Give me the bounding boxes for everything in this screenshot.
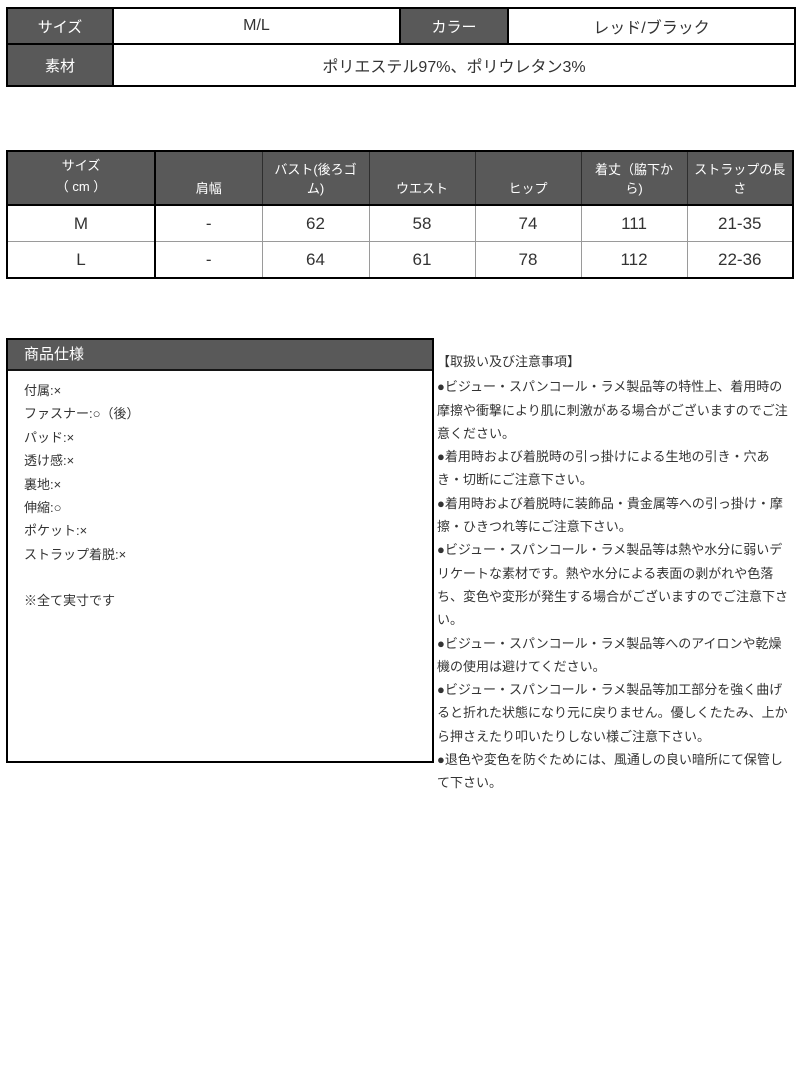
care-notes: 【取扱い及び注意事項】 ●ビジュー・スパンコール・ラメ製品等の特性上、着用時の摩… xyxy=(437,350,794,795)
cell-m-strap: 21-35 xyxy=(686,204,794,242)
table-row-size-l: L - 64 61 78 112 22-36 xyxy=(6,241,794,279)
care-note-item: ●ビジュー・スパンコール・ラメ製品等へのアイロンや乾燥機の使用は避けてください。 xyxy=(437,635,782,674)
spec-item-fastener: ファスナー:○（後） xyxy=(24,406,140,422)
col-header-size-cm: サイズ （ cm ） xyxy=(6,150,156,206)
care-note-item: ●ビジュー・スパンコール・ラメ製品等は熱や水分に弱いデリケートな素材です。熱や水… xyxy=(437,542,789,628)
col-header-hip: ヒップ xyxy=(474,150,582,206)
spec-item-accessory: 付属:× xyxy=(24,383,62,398)
size-value: M/L xyxy=(112,7,401,45)
spec-box-title: 商品仕様 xyxy=(8,340,432,371)
color-value: レッド/ブラック xyxy=(507,7,796,45)
spec-item-pad: パッド:× xyxy=(24,429,75,445)
care-note-item: ●ビジュー・スパンコール・ラメ製品等の特性上、着用時の摩擦や衝撃により肌に刺激が… xyxy=(437,379,788,441)
col-header-length: 着丈（脇下から) xyxy=(580,150,688,206)
material-value: ポリエステル97%、ポリウレタン3% xyxy=(112,43,796,87)
col-header-waist: ウエスト xyxy=(368,150,476,206)
cell-m-waist: 58 xyxy=(368,204,476,242)
spec-item-sheerness: 透け感:× xyxy=(24,453,75,469)
cell-m-hip: 74 xyxy=(474,204,582,242)
product-spec-box: 商品仕様 付属:× ファスナー:○（後） パッド:× 透け感:× 裏地:× 伸縮… xyxy=(6,338,434,763)
cell-l-bust: 64 xyxy=(261,241,370,279)
cell-l-hip: 78 xyxy=(474,241,582,279)
spec-note: ※全て実寸です xyxy=(24,593,116,609)
care-note-item: ●退色や変色を防ぐためには、風通しの良い暗所にて保管して下さい。 xyxy=(437,752,783,791)
cell-m-length: 111 xyxy=(580,204,688,242)
table-row-size-m: M - 62 58 74 111 21-35 xyxy=(6,204,794,242)
spec-box-body: 付属:× ファスナー:○（後） パッド:× 透け感:× 裏地:× 伸縮:○ ポケ… xyxy=(8,371,432,613)
size-measurements-table: サイズ （ cm ） 肩幅 バスト(後ろゴム) ウエスト ヒップ 着丈（脇下から… xyxy=(6,150,794,279)
cell-m-shoulder: - xyxy=(154,204,263,242)
spec-item-lining: 裏地:× xyxy=(24,476,62,492)
cell-size-m: M xyxy=(6,204,156,242)
care-note-item: ●着用時および着脱時の引っ掛けによる生地の引き・穴あき・切断にご注意下さい。 xyxy=(437,449,770,488)
spec-item-strap-detachable: ストラップ着脱:× xyxy=(24,546,127,562)
color-label: カラー xyxy=(399,7,509,45)
size-table-header-row: サイズ （ cm ） 肩幅 バスト(後ろゴム) ウエスト ヒップ 着丈（脇下から… xyxy=(6,150,794,206)
spec-item-stretch: 伸縮:○ xyxy=(24,500,62,516)
cell-m-bust: 62 xyxy=(261,204,370,242)
cell-l-waist: 61 xyxy=(368,241,476,279)
cell-l-shoulder: - xyxy=(154,241,263,279)
cell-l-length: 112 xyxy=(580,241,688,279)
spec-item-pocket: ポケット:× xyxy=(24,523,88,539)
product-info-table: サイズ M/L カラー レッド/ブラック 素材 ポリエステル97%、ポリウレタン… xyxy=(6,7,796,87)
care-notes-title: 【取扱い及び注意事項】 xyxy=(437,354,581,369)
cell-l-strap: 22-36 xyxy=(686,241,794,279)
size-label: サイズ xyxy=(6,7,114,45)
cell-size-l: L xyxy=(6,241,156,279)
col-header-shoulder: 肩幅 xyxy=(154,150,263,206)
care-note-item: ●ビジュー・スパンコール・ラメ製品等加工部分を強く曲げると折れた状態になり元に戻… xyxy=(437,682,788,744)
material-label: 素材 xyxy=(6,43,114,87)
care-note-item: ●着用時および着脱時に装飾品・貴金属等への引っ掛け・摩擦・ひきつれ等にご注意下さ… xyxy=(437,495,783,535)
col-header-strap-length: ストラップの長さ xyxy=(686,150,794,206)
col-header-bust: バスト(後ろゴム) xyxy=(261,150,370,206)
